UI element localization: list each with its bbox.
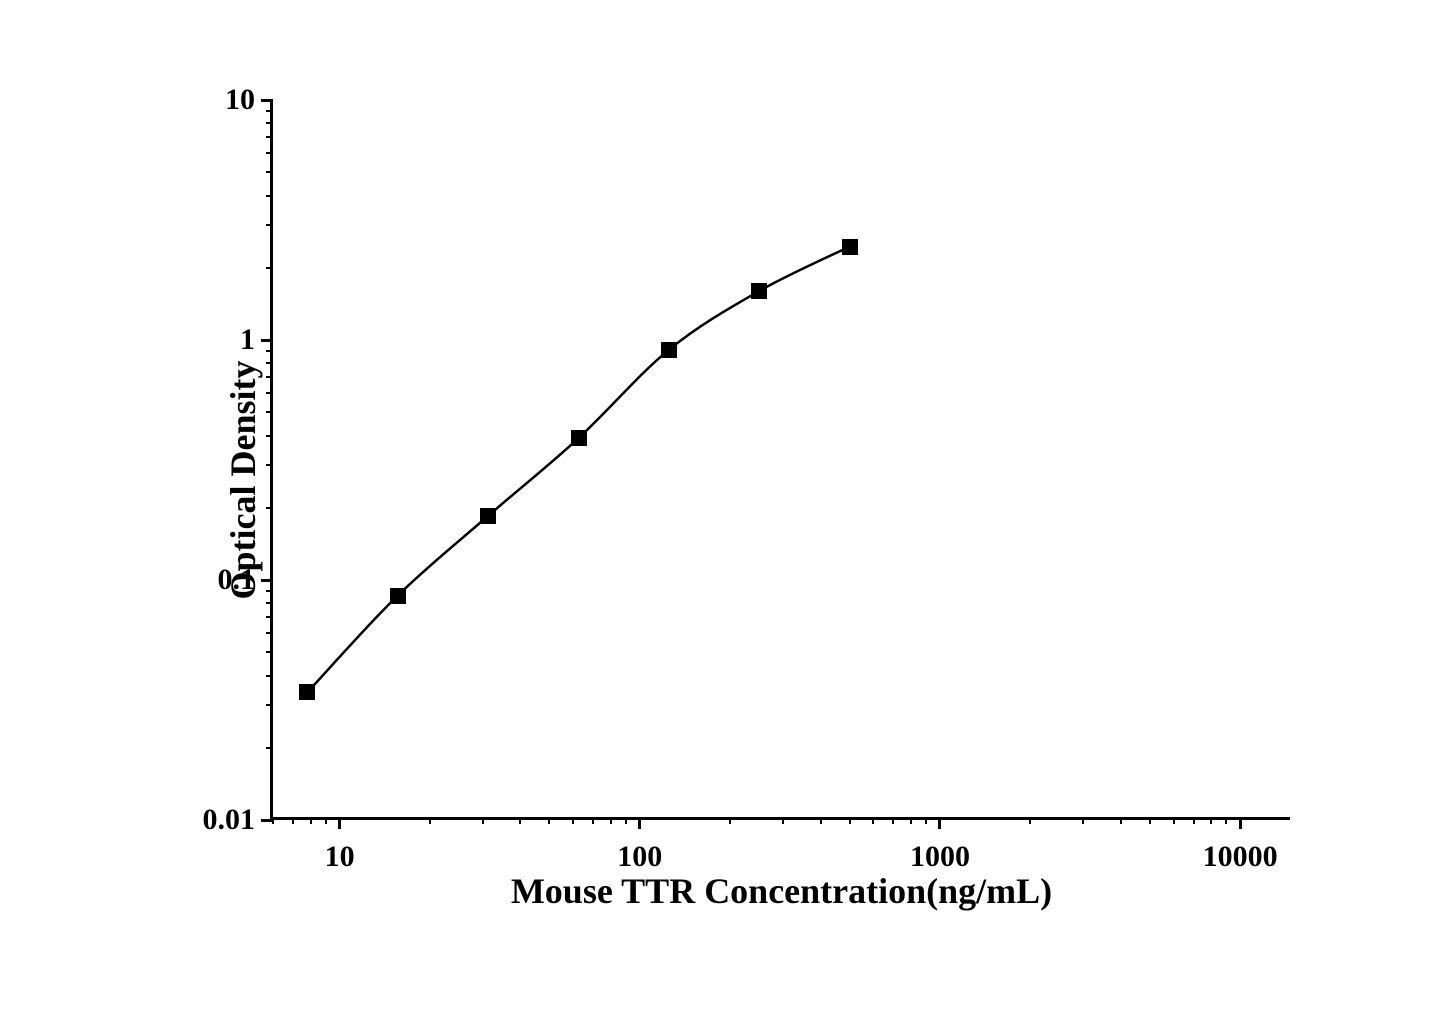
y-minor-tick: [266, 632, 273, 634]
y-major-tick: [261, 99, 273, 102]
y-minor-tick: [266, 392, 273, 394]
y-minor-tick: [266, 747, 273, 749]
x-minor-tick: [925, 817, 927, 824]
y-minor-tick: [266, 362, 273, 364]
y-minor-tick: [266, 704, 273, 706]
y-major-tick: [261, 579, 273, 582]
x-minor-tick: [519, 817, 521, 824]
data-marker: [299, 684, 315, 700]
data-marker: [661, 342, 677, 358]
y-tick-label: 1: [240, 323, 255, 357]
x-minor-tick: [1225, 817, 1227, 824]
data-marker: [571, 430, 587, 446]
x-minor-tick: [1120, 817, 1122, 824]
y-minor-tick: [266, 136, 273, 138]
x-minor-tick: [482, 817, 484, 824]
y-minor-tick: [266, 675, 273, 677]
x-minor-tick: [310, 817, 312, 824]
x-minor-tick: [1029, 817, 1031, 824]
y-minor-tick: [266, 171, 273, 173]
y-tick-label: 10: [225, 83, 255, 117]
y-tick-label: 0.01: [203, 803, 256, 837]
data-marker: [751, 283, 767, 299]
x-minor-tick: [1193, 817, 1195, 824]
y-minor-tick: [266, 152, 273, 154]
x-minor-tick: [820, 817, 822, 824]
y-minor-tick: [266, 267, 273, 269]
x-minor-tick: [429, 817, 431, 824]
data-marker: [390, 588, 406, 604]
x-tick-label: 100: [617, 840, 662, 874]
x-major-tick: [338, 817, 341, 829]
x-major-tick: [938, 817, 941, 829]
data-marker: [480, 508, 496, 524]
y-minor-tick: [266, 590, 273, 592]
x-minor-tick: [729, 817, 731, 824]
chart-svg: [273, 100, 1293, 820]
plot-area: Optical Density Mouse TTR Concentration(…: [270, 100, 1290, 820]
y-minor-tick: [266, 507, 273, 509]
x-minor-tick: [872, 817, 874, 824]
y-minor-tick: [266, 224, 273, 226]
x-tick-label: 10: [325, 840, 355, 874]
x-tick-label: 10000: [1203, 840, 1278, 874]
x-minor-tick: [292, 817, 294, 824]
y-minor-tick: [266, 110, 273, 112]
x-minor-tick: [572, 817, 574, 824]
x-minor-tick: [592, 817, 594, 824]
x-minor-tick: [849, 817, 851, 824]
x-minor-tick: [892, 817, 894, 824]
y-minor-tick: [266, 350, 273, 352]
x-minor-tick: [610, 817, 612, 824]
x-minor-tick: [1149, 817, 1151, 824]
x-minor-tick: [910, 817, 912, 824]
x-minor-tick: [1173, 817, 1175, 824]
y-minor-tick: [266, 376, 273, 378]
x-minor-tick: [1082, 817, 1084, 824]
y-minor-tick: [266, 464, 273, 466]
x-major-tick: [638, 817, 641, 829]
y-minor-tick: [266, 195, 273, 197]
x-minor-tick: [625, 817, 627, 824]
chart-container: Optical Density Mouse TTR Concentration(…: [150, 60, 1350, 940]
x-minor-tick: [548, 817, 550, 824]
y-minor-tick: [266, 122, 273, 124]
y-major-tick: [261, 339, 273, 342]
data-marker: [842, 239, 858, 255]
y-minor-tick: [266, 616, 273, 618]
y-tick-label: 0.1: [218, 563, 256, 597]
x-minor-tick: [782, 817, 784, 824]
x-minor-tick: [272, 817, 274, 824]
x-major-tick: [1239, 817, 1242, 829]
y-minor-tick: [266, 411, 273, 413]
y-minor-tick: [266, 435, 273, 437]
x-tick-label: 1000: [910, 840, 970, 874]
x-minor-tick: [1210, 817, 1212, 824]
x-axis-label: Mouse TTR Concentration(ng/mL): [511, 870, 1052, 912]
y-minor-tick: [266, 651, 273, 653]
x-minor-tick: [325, 817, 327, 824]
y-minor-tick: [266, 602, 273, 604]
